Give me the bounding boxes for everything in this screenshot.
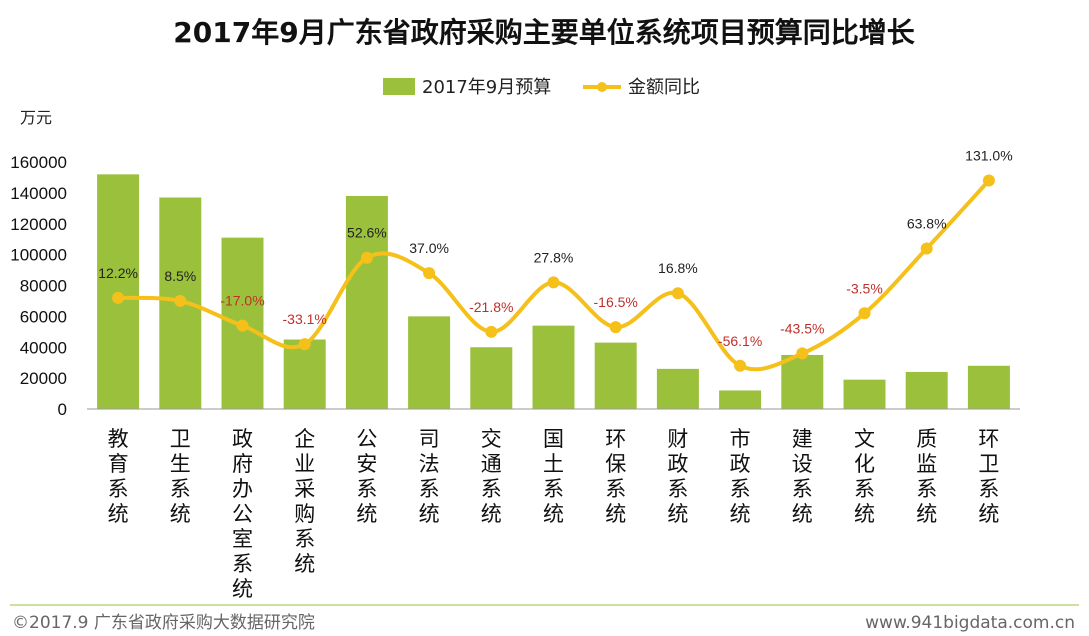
- bar: [345, 195, 388, 409]
- category-label: 政府办公室系统: [232, 427, 253, 601]
- line-point: [236, 319, 249, 332]
- category-label: 文化系统: [854, 427, 875, 526]
- y-axis-ticks: 0 20000 40000 60000 80000 100000 120000 140000 1…: [10, 153, 67, 419]
- category-label: 公安系统: [356, 427, 377, 526]
- chart-title: 2017年9月广东省政府采购主要单位系统项目预算同比增长: [173, 16, 914, 49]
- y-axis-unit: 万元: [20, 108, 52, 127]
- legend: 2017年9月预算 金额同比: [383, 77, 700, 98]
- bar: [283, 339, 326, 409]
- point-label: 52.6%: [347, 225, 387, 241]
- line-point: [858, 307, 871, 320]
- bar: [719, 390, 762, 409]
- legend-bar-label: 2017年9月预算: [422, 77, 551, 98]
- y-tick-label: 80000: [20, 277, 67, 296]
- category-label: 财政系统: [667, 427, 688, 526]
- point-label: 131.0%: [965, 148, 1012, 164]
- legend-line-marker: [597, 82, 607, 92]
- bar: [594, 342, 637, 409]
- category-label: 市政系统: [730, 427, 751, 526]
- category-label: 企业采购系统: [294, 427, 315, 576]
- bar: [967, 365, 1010, 409]
- bar: [656, 368, 699, 409]
- line-point: [298, 338, 311, 351]
- line-point: [671, 287, 684, 300]
- point-label: -56.1%: [718, 333, 762, 349]
- line-point: [360, 251, 373, 264]
- bar: [905, 371, 948, 409]
- category-label: 建设系统: [792, 427, 813, 526]
- point-label: -17.0%: [220, 293, 264, 309]
- line-point: [734, 359, 747, 372]
- category-label: 交通系统: [481, 427, 502, 526]
- legend-bar-swatch: [383, 78, 415, 95]
- line-point: [485, 325, 498, 338]
- legend-line-label: 金额同比: [628, 77, 700, 98]
- footer-website: www.941bigdata.com.cn: [865, 613, 1075, 633]
- y-tick-label: 120000: [10, 215, 67, 234]
- line-point: [423, 267, 436, 280]
- y-tick-label: 140000: [10, 184, 67, 203]
- footer-source: ©2017.9 广东省政府采购大数据研究院: [12, 613, 315, 633]
- y-tick-label: 20000: [20, 369, 67, 388]
- yoy-labels: 12.2% 8.5% -17.0% -33.1% 52.6% 37.0% -21.8% 27.…: [98, 148, 1012, 349]
- line-point: [920, 242, 933, 255]
- y-tick-label: 60000: [20, 307, 67, 326]
- point-label: -43.5%: [780, 320, 824, 336]
- category-label: 司法系统: [419, 427, 440, 526]
- bar: [97, 174, 140, 409]
- line-point: [174, 294, 187, 307]
- category-label: 环保系统: [605, 427, 626, 526]
- point-label: 8.5%: [164, 268, 196, 284]
- point-label: 37.0%: [409, 240, 449, 256]
- bar: [843, 379, 886, 409]
- point-label: 16.8%: [658, 260, 698, 276]
- category-label: 教育系统: [108, 427, 129, 526]
- y-tick-label: 40000: [20, 338, 67, 357]
- point-label: -21.8%: [469, 299, 513, 315]
- y-tick-label: 0: [58, 400, 67, 419]
- y-tick-label: 100000: [10, 246, 67, 265]
- line-point: [609, 321, 622, 334]
- bar: [470, 347, 513, 409]
- bar: [781, 354, 824, 409]
- bars: [97, 174, 1010, 409]
- line-point: [547, 276, 560, 289]
- category-label: 环卫系统: [978, 427, 999, 526]
- point-label: -3.5%: [846, 280, 883, 296]
- point-label: -16.5%: [594, 294, 638, 310]
- line-point: [982, 174, 995, 187]
- category-label: 卫生系统: [170, 427, 191, 526]
- line-point: [112, 291, 125, 304]
- point-label: 63.8%: [907, 215, 947, 231]
- bar: [532, 325, 575, 409]
- category-label: 质监系统: [916, 427, 937, 526]
- line-point: [796, 347, 809, 360]
- yoy-markers: [112, 174, 995, 372]
- point-label: 27.8%: [534, 249, 574, 265]
- point-label: 12.2%: [98, 265, 138, 281]
- y-tick-label: 160000: [10, 153, 67, 172]
- point-label: -33.1%: [283, 311, 327, 327]
- category-labels: 教育系统 卫生系统 政府办公室系统 企业采购系统 公安系统 司法系统 交通系统 国土系统 环保系…: [108, 427, 1000, 601]
- bar: [408, 316, 451, 409]
- category-label: 国土系统: [543, 427, 564, 526]
